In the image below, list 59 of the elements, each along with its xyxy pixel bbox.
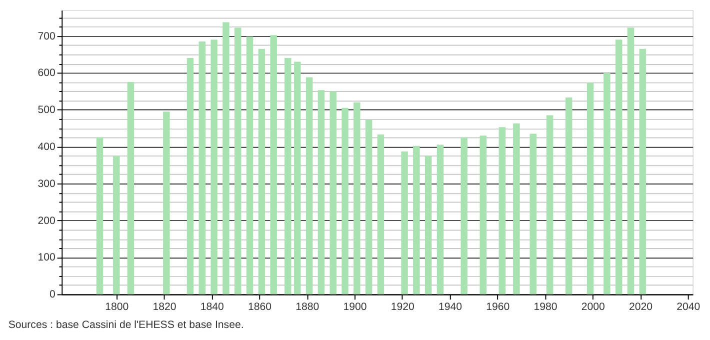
bar [96, 137, 104, 294]
bar [586, 82, 594, 294]
bar [234, 28, 242, 294]
x-tick-label: 1940 [438, 301, 462, 314]
bar [284, 58, 292, 294]
bar [639, 48, 646, 294]
bar [270, 35, 277, 294]
y-tick-label: 300 [38, 178, 56, 190]
bar [530, 134, 536, 294]
x-tick-label: 1880 [296, 301, 320, 314]
x-tick-label: 1920 [390, 301, 415, 314]
source-note: Sources : base Cassini de l'EHESS et base Insee. [8, 318, 244, 331]
x-tick-label: 1820 [152, 301, 176, 314]
bar [186, 58, 194, 294]
bar [365, 120, 372, 294]
bar [330, 91, 336, 294]
bar [546, 115, 554, 294]
x-tick-label: 2020 [628, 301, 653, 314]
bar [163, 112, 170, 294]
bar [222, 22, 230, 294]
bar [127, 82, 134, 294]
bar [615, 40, 622, 294]
bar [198, 41, 206, 294]
bar [401, 151, 408, 294]
bar [306, 77, 313, 294]
x-tick-label: 1800 [105, 301, 129, 314]
bar [565, 98, 572, 294]
bar [113, 156, 120, 294]
bar [377, 134, 384, 294]
y-tick-label: 700 [38, 30, 56, 42]
bar [498, 127, 506, 294]
y-tick-label: 100 [38, 252, 56, 264]
bar [436, 144, 444, 294]
x-tick-label: 1840 [200, 301, 224, 314]
x-tick-label: 2000 [581, 301, 606, 314]
bar [354, 102, 360, 294]
y-tick-label: 600 [38, 67, 56, 80]
bar [424, 156, 432, 294]
bar [258, 48, 266, 294]
x-tick-label: 1860 [248, 301, 272, 314]
y-tick-label: 0 [50, 288, 56, 301]
bar [342, 108, 348, 294]
y-tick-label: 200 [38, 214, 56, 227]
x-tick-label: 2040 [676, 301, 700, 314]
bar [294, 62, 301, 294]
x-tick-label: 1980 [534, 301, 558, 314]
bar [460, 137, 468, 294]
y-tick-label: 400 [38, 141, 56, 154]
x-tick-label: 1900 [343, 301, 367, 314]
bar [513, 123, 520, 294]
bar [627, 28, 634, 294]
bar [413, 146, 420, 294]
y-tick-label: 500 [38, 104, 56, 116]
bar [604, 72, 610, 294]
bar [318, 90, 325, 294]
bar [480, 136, 486, 294]
bar [246, 36, 254, 294]
bar [210, 40, 218, 294]
x-tick-label: 1960 [486, 301, 510, 314]
